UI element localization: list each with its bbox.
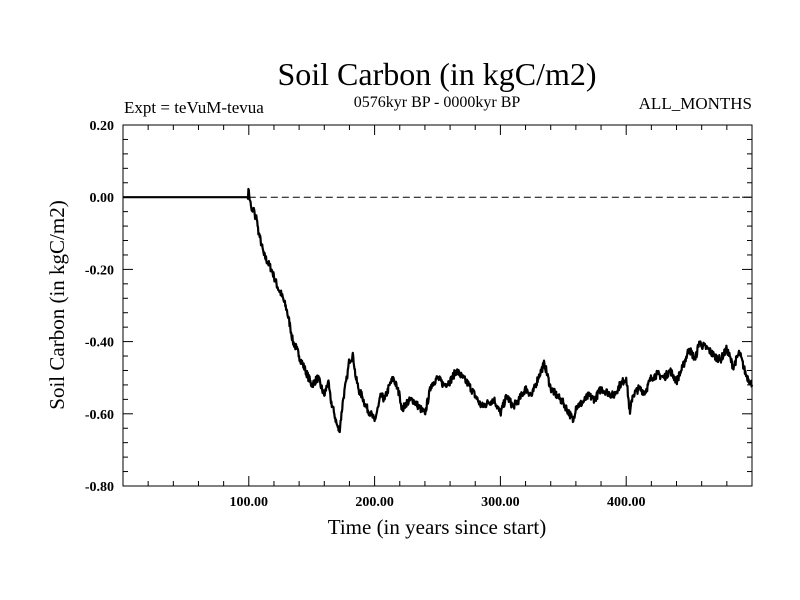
chart-title: Soil Carbon (in kgC/m2) <box>277 56 596 92</box>
soil-carbon-series-line <box>123 187 754 434</box>
x-tick-label: 100.00 <box>230 495 269 510</box>
plot-frame <box>122 124 753 487</box>
y-tick-label: -0.80 <box>85 480 114 495</box>
axes: 100.00 200.00 300.00 400.00 0.20 0.00 -0.20 -0.… <box>85 119 753 510</box>
x-tick-label: 300.00 <box>481 495 520 510</box>
x-tick-label: 200.00 <box>355 495 394 510</box>
y-tick-label: 0.00 <box>90 191 115 206</box>
y-axis-label: Soil Carbon (in kgC/m2) <box>45 200 69 409</box>
experiment-label: Expt = teVuM-tevua <box>124 98 264 117</box>
y-tick-label: -0.60 <box>85 408 114 423</box>
series-layer <box>123 187 754 434</box>
x-tick-label: 400.00 <box>607 495 646 510</box>
y-tick-label: -0.20 <box>85 263 114 278</box>
x-axis-label: Time (in years since start) <box>328 515 547 539</box>
y-tick-label: 0.20 <box>90 119 115 134</box>
time-range-subtitle: 0576kyr BP - 0000kyr BP <box>354 94 521 111</box>
months-label: ALL_MONTHS <box>639 94 752 113</box>
y-tick-label: -0.40 <box>85 336 114 351</box>
